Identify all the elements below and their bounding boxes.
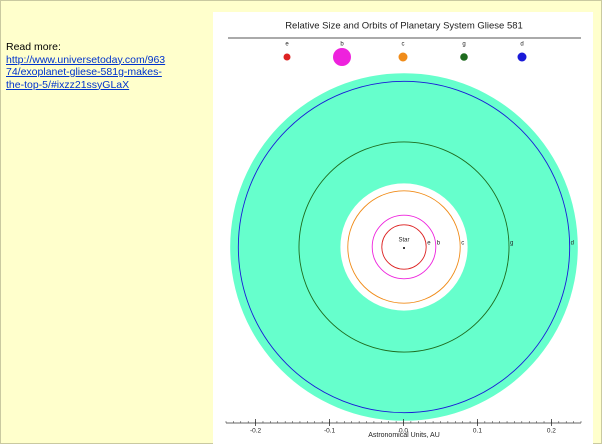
- x-tick-label: -0.1: [324, 428, 336, 435]
- x-tick-label: 0.1: [473, 428, 482, 435]
- note: Read more: http://www.universetoday.com/…: [6, 41, 211, 91]
- planet-dot: [460, 53, 468, 61]
- orbit-label: d: [571, 241, 574, 247]
- link-line[interactable]: the-top-5/#ixzz21ssyGLaX: [6, 79, 211, 92]
- x-tick-label: 0.2: [547, 428, 556, 435]
- link-line[interactable]: 74/exoplanet-gliese-581g-makes-: [6, 66, 211, 79]
- diagram-title: Relative Size and Orbits of Planetary Sy…: [285, 21, 523, 32]
- planet-label: g: [462, 42, 465, 48]
- link[interactable]: http://www.universetoday.com/963 74/exop…: [6, 54, 211, 92]
- star-dot: [403, 247, 405, 249]
- diagram: Relative Size and Orbits of Planetary Sy…: [213, 12, 593, 444]
- orbit-label: c: [461, 241, 464, 247]
- planet-label: c: [402, 42, 405, 48]
- planet-dot: [284, 54, 291, 61]
- x-tick-label: 0.0: [399, 428, 408, 435]
- planet-dot: [399, 53, 408, 62]
- link-line[interactable]: http://www.universetoday.com/963: [6, 54, 211, 67]
- planet-dot: [333, 48, 351, 66]
- planet-dot: [518, 53, 527, 62]
- orbit-label: g: [510, 241, 513, 247]
- x-tick-label: -0.2: [250, 428, 262, 435]
- planet-label: d: [520, 42, 523, 48]
- note-heading: Read more:: [6, 41, 211, 54]
- star-label: Star: [398, 238, 409, 244]
